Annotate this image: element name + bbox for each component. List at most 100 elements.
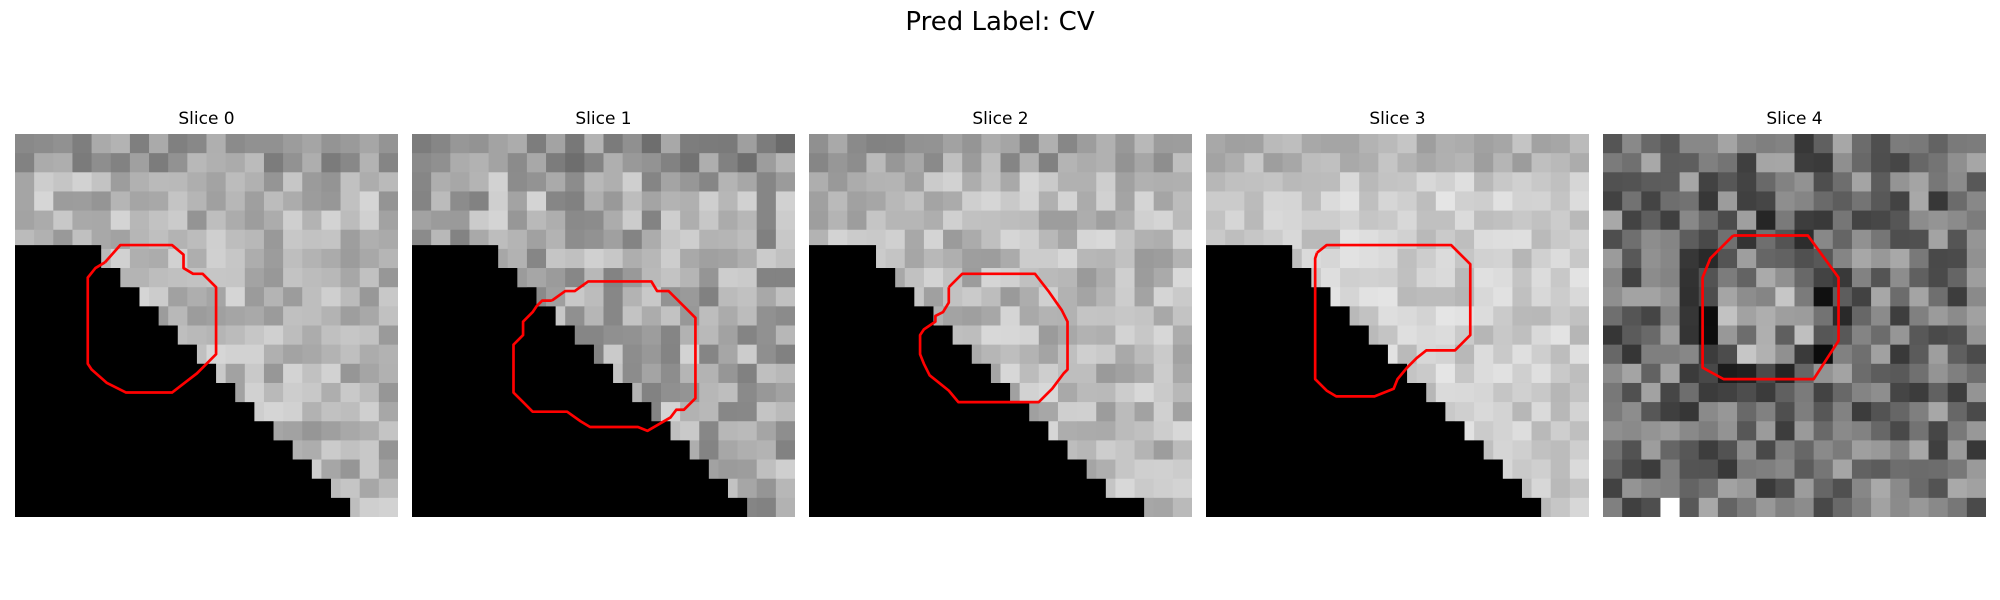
pixel bbox=[924, 134, 944, 154]
pixel bbox=[1436, 326, 1456, 346]
pixel bbox=[1058, 249, 1078, 269]
pixel bbox=[1263, 172, 1283, 192]
pixel bbox=[1570, 326, 1589, 346]
pixel bbox=[1948, 326, 1968, 346]
pixel bbox=[1359, 306, 1379, 326]
pixel bbox=[924, 230, 944, 250]
pixel bbox=[1814, 287, 1834, 307]
pixel bbox=[1871, 306, 1891, 326]
pixel bbox=[1001, 211, 1021, 231]
pixel bbox=[341, 153, 361, 173]
pixel bbox=[1641, 460, 1661, 480]
pixel bbox=[130, 211, 150, 231]
pixel bbox=[776, 134, 795, 154]
pixel bbox=[738, 460, 758, 480]
pixel bbox=[1680, 172, 1700, 192]
pixel bbox=[1551, 460, 1571, 480]
pixel bbox=[379, 479, 398, 499]
pixel bbox=[1173, 211, 1192, 231]
pixel bbox=[1359, 287, 1379, 307]
slice-image bbox=[809, 134, 1192, 517]
pixel bbox=[1929, 460, 1949, 480]
pixel bbox=[1622, 402, 1642, 422]
pixel bbox=[1737, 211, 1757, 231]
pixel bbox=[360, 479, 380, 499]
pixel bbox=[565, 249, 585, 269]
pixel bbox=[1096, 153, 1116, 173]
pixel bbox=[1058, 268, 1078, 288]
pixel bbox=[1909, 268, 1929, 288]
pixel bbox=[1756, 134, 1776, 154]
pixel bbox=[1929, 345, 1949, 365]
pixel bbox=[1551, 383, 1571, 403]
pixel bbox=[1173, 421, 1192, 441]
pixel bbox=[489, 191, 509, 211]
pixel bbox=[1871, 268, 1891, 288]
pixel bbox=[1756, 345, 1776, 365]
pixel bbox=[1493, 230, 1513, 250]
pixel bbox=[379, 153, 398, 173]
pixel bbox=[245, 191, 265, 211]
pixel bbox=[1039, 364, 1059, 384]
pixel bbox=[1378, 268, 1398, 288]
pixel bbox=[1417, 364, 1437, 384]
pixel bbox=[1474, 211, 1494, 231]
pixel bbox=[1077, 230, 1097, 250]
pixel bbox=[1359, 191, 1379, 211]
pixel bbox=[302, 287, 322, 307]
pixel bbox=[321, 402, 341, 422]
pixel bbox=[1532, 172, 1552, 192]
pixel bbox=[1436, 345, 1456, 365]
pixel bbox=[1512, 421, 1532, 441]
pixel bbox=[1948, 383, 1968, 403]
pixel bbox=[943, 211, 963, 231]
pixel bbox=[1039, 172, 1059, 192]
pixel bbox=[1096, 306, 1116, 326]
pixel bbox=[379, 172, 398, 192]
pixel bbox=[1154, 364, 1174, 384]
pixel bbox=[72, 191, 92, 211]
pixel bbox=[1795, 421, 1815, 441]
pixel bbox=[1020, 249, 1040, 269]
pixel bbox=[565, 306, 585, 326]
pixel bbox=[1206, 153, 1226, 173]
pixel bbox=[1321, 211, 1341, 231]
pixel bbox=[130, 153, 150, 173]
pixel bbox=[1833, 287, 1853, 307]
pixel bbox=[718, 230, 738, 250]
pixel bbox=[1871, 153, 1891, 173]
pixel bbox=[226, 364, 246, 384]
pixel bbox=[1660, 134, 1680, 154]
pixel bbox=[1909, 364, 1929, 384]
pixel bbox=[1795, 134, 1815, 154]
pixel bbox=[283, 287, 303, 307]
pixel bbox=[1551, 230, 1571, 250]
pixel bbox=[1909, 402, 1929, 422]
pixel bbox=[1641, 191, 1661, 211]
pixel bbox=[1929, 134, 1949, 154]
pixel bbox=[1378, 287, 1398, 307]
pixel bbox=[1890, 306, 1910, 326]
pixel bbox=[924, 268, 944, 288]
pixel bbox=[1020, 268, 1040, 288]
pixel bbox=[1929, 287, 1949, 307]
pixel bbox=[1532, 306, 1552, 326]
pixel bbox=[776, 153, 795, 173]
figure-title: Pred Label: CV bbox=[0, 6, 2000, 38]
pixel bbox=[1967, 249, 1986, 269]
pixel bbox=[776, 364, 795, 384]
pixel bbox=[1756, 287, 1776, 307]
pixel bbox=[245, 172, 265, 192]
pixel bbox=[1929, 479, 1949, 499]
pixel bbox=[1929, 211, 1949, 231]
pixel bbox=[1551, 479, 1571, 499]
pixel bbox=[264, 287, 284, 307]
pixel bbox=[431, 172, 451, 192]
pixel bbox=[1096, 326, 1116, 346]
pixel bbox=[360, 364, 380, 384]
pixel bbox=[680, 153, 700, 173]
pixel bbox=[699, 249, 719, 269]
pixel bbox=[226, 345, 246, 365]
pixel bbox=[1283, 153, 1303, 173]
pixel bbox=[604, 249, 624, 269]
